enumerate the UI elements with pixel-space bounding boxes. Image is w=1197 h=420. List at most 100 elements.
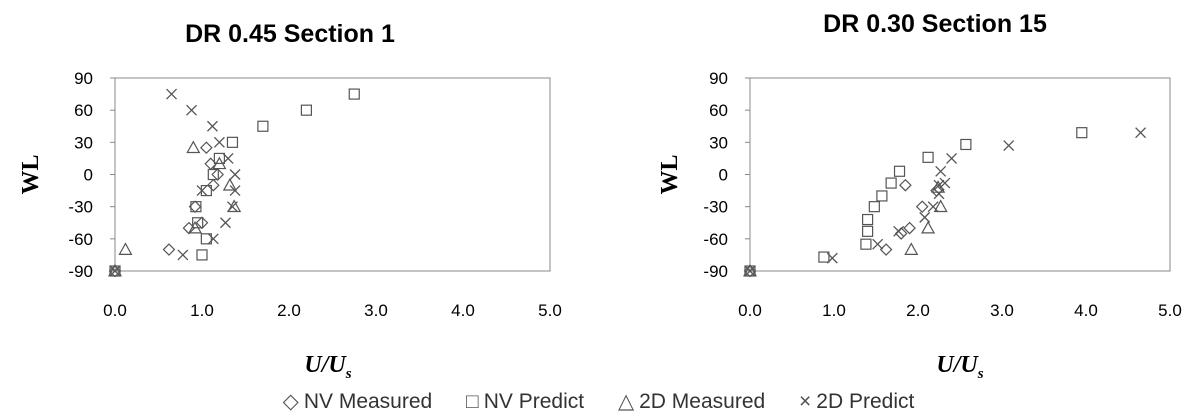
nv-predict-point: [868, 201, 880, 213]
y-tick-label: -90: [68, 262, 93, 281]
nv-measured-point: [899, 178, 912, 192]
y-tick-label: -60: [703, 230, 728, 249]
nv-predict-point: [200, 233, 212, 245]
cross-stroke: [939, 177, 951, 189]
nv-predict-point: [860, 238, 872, 250]
plot-area: [749, 77, 1171, 272]
nv-measured-point: [200, 141, 213, 155]
cross-stroke: [177, 249, 189, 261]
2d-measured-point: [742, 263, 758, 277]
2d-predict-point: [919, 211, 931, 223]
2d-predict-point: [186, 104, 198, 116]
x-axis-label: U/Us: [936, 352, 983, 382]
2d-predict-point: [893, 225, 905, 237]
legend-label: NV Measured: [303, 390, 433, 413]
nv-predict-point: [960, 138, 972, 151]
2d-predict-point: [927, 201, 939, 213]
nv-predict-point: [207, 168, 219, 181]
legend-item-nv-predict: □ NV Predict: [466, 390, 584, 414]
nv-predict-point: [861, 213, 874, 226]
cross-stroke: [186, 104, 198, 116]
2d-measured-point: [222, 177, 237, 191]
2d-predict-point: [177, 249, 189, 261]
nv-predict-point: [257, 120, 269, 132]
legend-item-2d-measured: △ 2D Measured: [618, 389, 765, 414]
2d-measured-point: [921, 220, 936, 234]
nv-predict-point: [348, 88, 360, 100]
x-tick-label: 5.0: [1158, 301, 1182, 320]
x-tick-label: 0.0: [738, 301, 762, 320]
x-tick-label: 1.0: [190, 301, 214, 320]
cross-marker-icon: ×: [799, 390, 812, 413]
nv-measured-point: [162, 243, 176, 256]
2d-predict-point: [935, 165, 947, 177]
cross-stroke: [213, 136, 225, 148]
cross-stroke: [1135, 127, 1147, 139]
2d-measured-point: [212, 156, 227, 170]
cross-stroke: [919, 211, 931, 223]
charts-canvas: DR 0.45 Section 1 90 60 30 0 -30 -60 -90 0.0 1.0 2…: [18, 10, 1182, 382]
legend-item-nv-measured: ◇ NV Measured: [283, 389, 433, 414]
chart-panel-1: DR 0.45 Section 1 90 60 30 0 -30 -60 -90 0.0 1.0 2…: [18, 20, 562, 382]
x-axis-label: U/Us: [304, 352, 351, 382]
cross-stroke: [1003, 140, 1015, 152]
2d-predict-point: [220, 217, 231, 229]
triangle-marker-icon: △: [617, 390, 635, 413]
nv-measured-point: [206, 178, 220, 192]
cross-stroke: [893, 225, 905, 237]
nv-predict-point: [818, 251, 830, 263]
cross-stroke: [935, 165, 947, 177]
nv-predict-point: [190, 201, 202, 213]
legend-item-2d-predict: × 2D Predict: [799, 390, 914, 414]
2d-predict-point: [939, 177, 951, 189]
cross-stroke: [927, 201, 939, 213]
2d-predict-point: [1003, 140, 1015, 152]
2d-predict-point: [744, 265, 756, 277]
nv-predict-point: [226, 136, 239, 148]
cross-stroke: [196, 185, 208, 197]
nv-predict-point: [1076, 127, 1088, 139]
nv-predict-point: [300, 104, 312, 116]
y-tick-label: 90: [74, 69, 93, 88]
2d-predict-point: [933, 179, 945, 191]
chart-title: DR 0.45 Section 1: [185, 20, 395, 48]
2d-predict-point: [206, 120, 218, 132]
x-tick-label: 0.0: [103, 301, 127, 320]
2d-predict-point: [166, 88, 178, 100]
y-tick-label: -30: [68, 198, 93, 217]
cross-stroke: [229, 185, 241, 197]
2d-measured-point: [107, 263, 123, 277]
cross-stroke: [207, 233, 219, 245]
cross-stroke: [933, 179, 945, 191]
x-tick-label: 1.0: [822, 301, 846, 320]
square-marker-icon: □: [466, 390, 479, 413]
cross-stroke: [744, 265, 756, 277]
2d-measured-point: [118, 242, 133, 255]
2d-predict-point: [826, 252, 838, 264]
plot-area: [114, 77, 551, 272]
diamond-marker-icon: ◇: [282, 390, 299, 413]
x-tick-label: 4.0: [1074, 301, 1098, 320]
y-axis-label: WL: [657, 154, 683, 194]
cross-stroke: [222, 152, 234, 164]
2d-predict-point: [1135, 127, 1147, 139]
2d-predict-point: [213, 136, 225, 148]
y-tick-label: 0: [719, 166, 728, 185]
legend-label: 2D Predict: [816, 390, 915, 413]
y-tick-label: 90: [709, 69, 728, 88]
legend: ◇ NV Measured □ NV Predict △ 2D Measured × 2…: [0, 389, 1197, 414]
nv-predict-point: [876, 190, 888, 202]
x-tick-label: 2.0: [277, 301, 301, 320]
y-tick-label: 60: [74, 101, 93, 120]
y-tick-label: -30: [703, 198, 728, 217]
x-tick-label: 3.0: [990, 301, 1014, 320]
x-tick-label: 2.0: [906, 301, 930, 320]
2d-predict-point: [196, 185, 208, 197]
nv-measured-point: [879, 243, 893, 256]
cross-stroke: [946, 152, 958, 164]
x-tick-label: 4.0: [451, 301, 475, 320]
nv-predict-point: [922, 151, 934, 163]
nv-measured-point: [903, 221, 916, 235]
cross-stroke: [206, 120, 218, 132]
y-tick-label: -90: [703, 262, 728, 281]
